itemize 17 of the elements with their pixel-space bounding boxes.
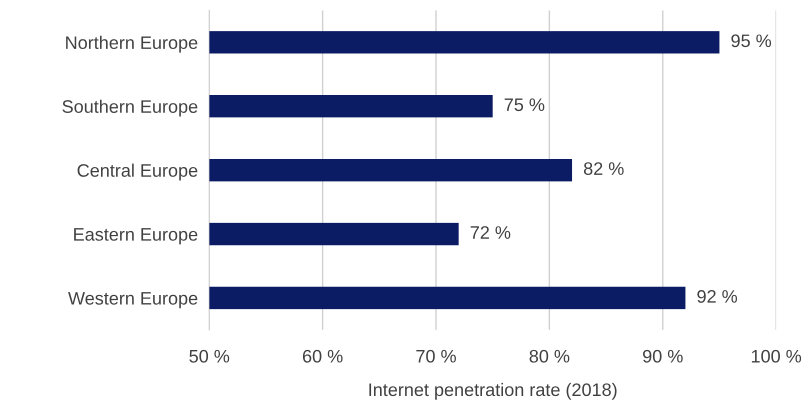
x-tick-label: 80 %	[530, 350, 570, 363]
y-tick-label: Eastern Europe	[74, 228, 198, 244]
x-tick-label: 60 %	[302, 350, 343, 363]
y-tick-label: Western Europe	[68, 292, 198, 308]
x-tick-label: 90 %	[643, 350, 683, 363]
x-tick-label: 50 %	[189, 350, 230, 363]
x-tick-label: 100 %	[752, 350, 802, 363]
data-label: 75 %	[504, 98, 544, 112]
data-label: 92 %	[697, 290, 738, 303]
data-label: 72 %	[470, 226, 510, 239]
y-tick-label: Southern Europe	[62, 100, 198, 117]
x-axis-title: Internet penetration rate (2018)	[369, 382, 617, 400]
data-label: 95 %	[731, 34, 772, 48]
x-tick-label: 70 %	[416, 350, 456, 363]
y-tick-label: Northern Europe	[66, 36, 198, 53]
y-tick-label: Central Europe	[78, 164, 198, 180]
data-label: 82 %	[584, 162, 624, 175]
